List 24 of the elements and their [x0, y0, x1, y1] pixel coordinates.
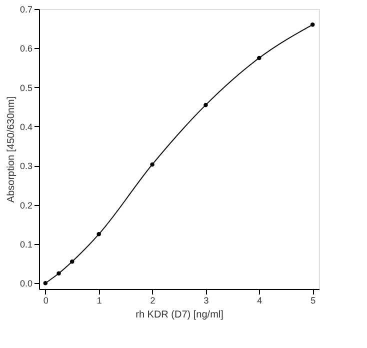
x-tick-label: 0	[43, 296, 48, 306]
x-tick-label: 3	[204, 296, 209, 306]
y-tick-label: 0.6	[20, 44, 32, 54]
point	[257, 56, 262, 60]
x-tick-label: 5	[310, 296, 316, 306]
y-axis-title: Absorption [450/630nm]	[6, 96, 17, 203]
x-tick-label: 4	[257, 296, 262, 306]
y-tick-label: 0.2	[20, 200, 32, 210]
y-tick-label: 0.5	[20, 82, 32, 93]
point	[56, 271, 61, 276]
y-tick-label: 0.0	[20, 278, 32, 289]
x-axis-title: rh KDR (D7) [ng/ml]	[136, 310, 224, 320]
point	[43, 281, 48, 286]
y-tick-label: 0.7	[20, 4, 32, 14]
point	[96, 232, 101, 236]
y-tick-label: 0.4	[20, 122, 32, 132]
y-tick-label: 0.3	[20, 161, 32, 172]
x-tick-label: 1	[96, 296, 102, 306]
y-tick-label: 0.1	[20, 239, 32, 250]
point	[70, 259, 74, 264]
point	[310, 22, 315, 27]
x-tick-label: 2	[150, 296, 156, 306]
point	[204, 102, 208, 108]
point	[150, 162, 154, 167]
